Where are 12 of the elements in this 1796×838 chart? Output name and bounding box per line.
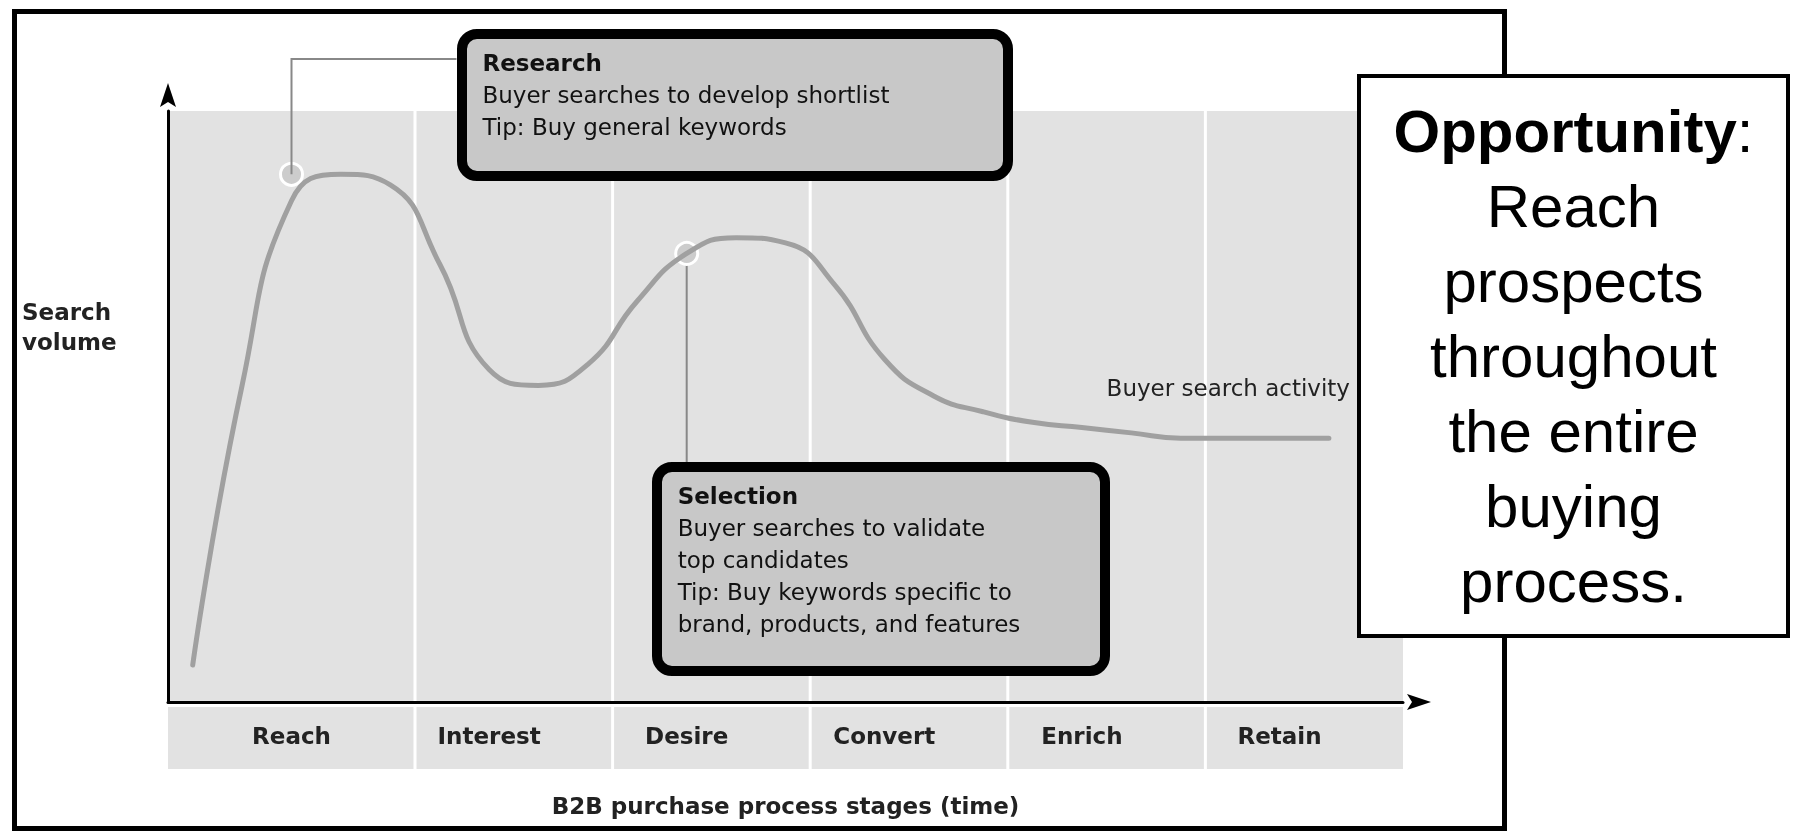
- x-tick-label: Convert: [833, 722, 936, 749]
- x-tick-label: Retain: [1237, 722, 1322, 749]
- text: Opportunity: Reach prospects throughout the entire buying process.: [1393, 98, 1754, 615]
- y-axis-title: Search volume: [22, 298, 120, 355]
- x-tick-label: Reach: [252, 722, 331, 749]
- x-tick-label: Interest: [437, 722, 541, 749]
- callout-box: Selection Buyer searches to validate top candidates Tip: Buy keywords specific to brand, products, and features: [651, 462, 1110, 676]
- x-axis-title: B2B purchase process stages (time): [551, 792, 1020, 819]
- callout-box: Research Buyer searches to develop shortlist Tip: Buy general keywords: [456, 29, 1013, 181]
- series-label: Buyer search activity: [1106, 374, 1350, 401]
- x-tick-label: Desire: [645, 722, 729, 749]
- x-tick-label: Enrich: [1041, 722, 1123, 749]
